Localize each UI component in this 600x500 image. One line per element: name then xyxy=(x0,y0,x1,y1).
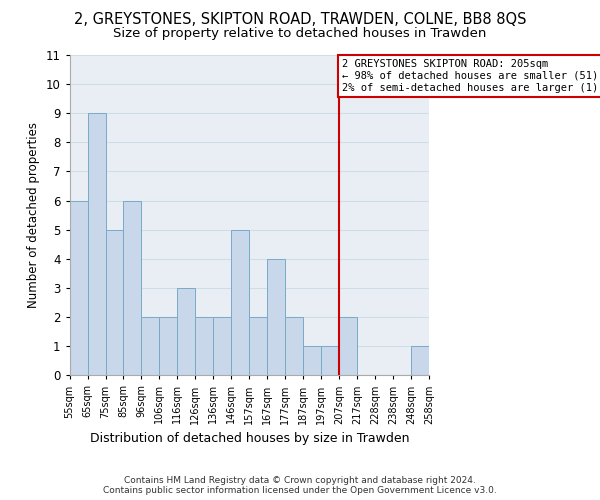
Text: 2, GREYSTONES, SKIPTON ROAD, TRAWDEN, COLNE, BB8 8QS: 2, GREYSTONES, SKIPTON ROAD, TRAWDEN, CO… xyxy=(74,12,526,28)
Bar xyxy=(321,346,339,376)
Text: Contains HM Land Registry data © Crown copyright and database right 2024.
Contai: Contains HM Land Registry data © Crown c… xyxy=(103,476,497,495)
Bar xyxy=(303,346,321,376)
Bar xyxy=(142,317,160,376)
Bar xyxy=(70,200,88,376)
X-axis label: Distribution of detached houses by size in Trawden: Distribution of detached houses by size … xyxy=(89,432,409,445)
Bar xyxy=(285,317,303,376)
Bar xyxy=(178,288,196,376)
Bar xyxy=(196,317,214,376)
Bar xyxy=(214,317,232,376)
Bar xyxy=(411,346,429,376)
Bar xyxy=(267,259,285,376)
Text: Size of property relative to detached houses in Trawden: Size of property relative to detached ho… xyxy=(113,28,487,40)
Text: 2 GREYSTONES SKIPTON ROAD: 205sqm
← 98% of detached houses are smaller (51)
2% o: 2 GREYSTONES SKIPTON ROAD: 205sqm ← 98% … xyxy=(342,60,600,92)
Bar xyxy=(106,230,124,376)
Bar xyxy=(160,317,178,376)
Bar xyxy=(88,113,106,376)
Bar xyxy=(124,200,142,376)
Bar xyxy=(249,317,267,376)
Y-axis label: Number of detached properties: Number of detached properties xyxy=(27,122,40,308)
Bar xyxy=(232,230,249,376)
Bar xyxy=(339,317,357,376)
